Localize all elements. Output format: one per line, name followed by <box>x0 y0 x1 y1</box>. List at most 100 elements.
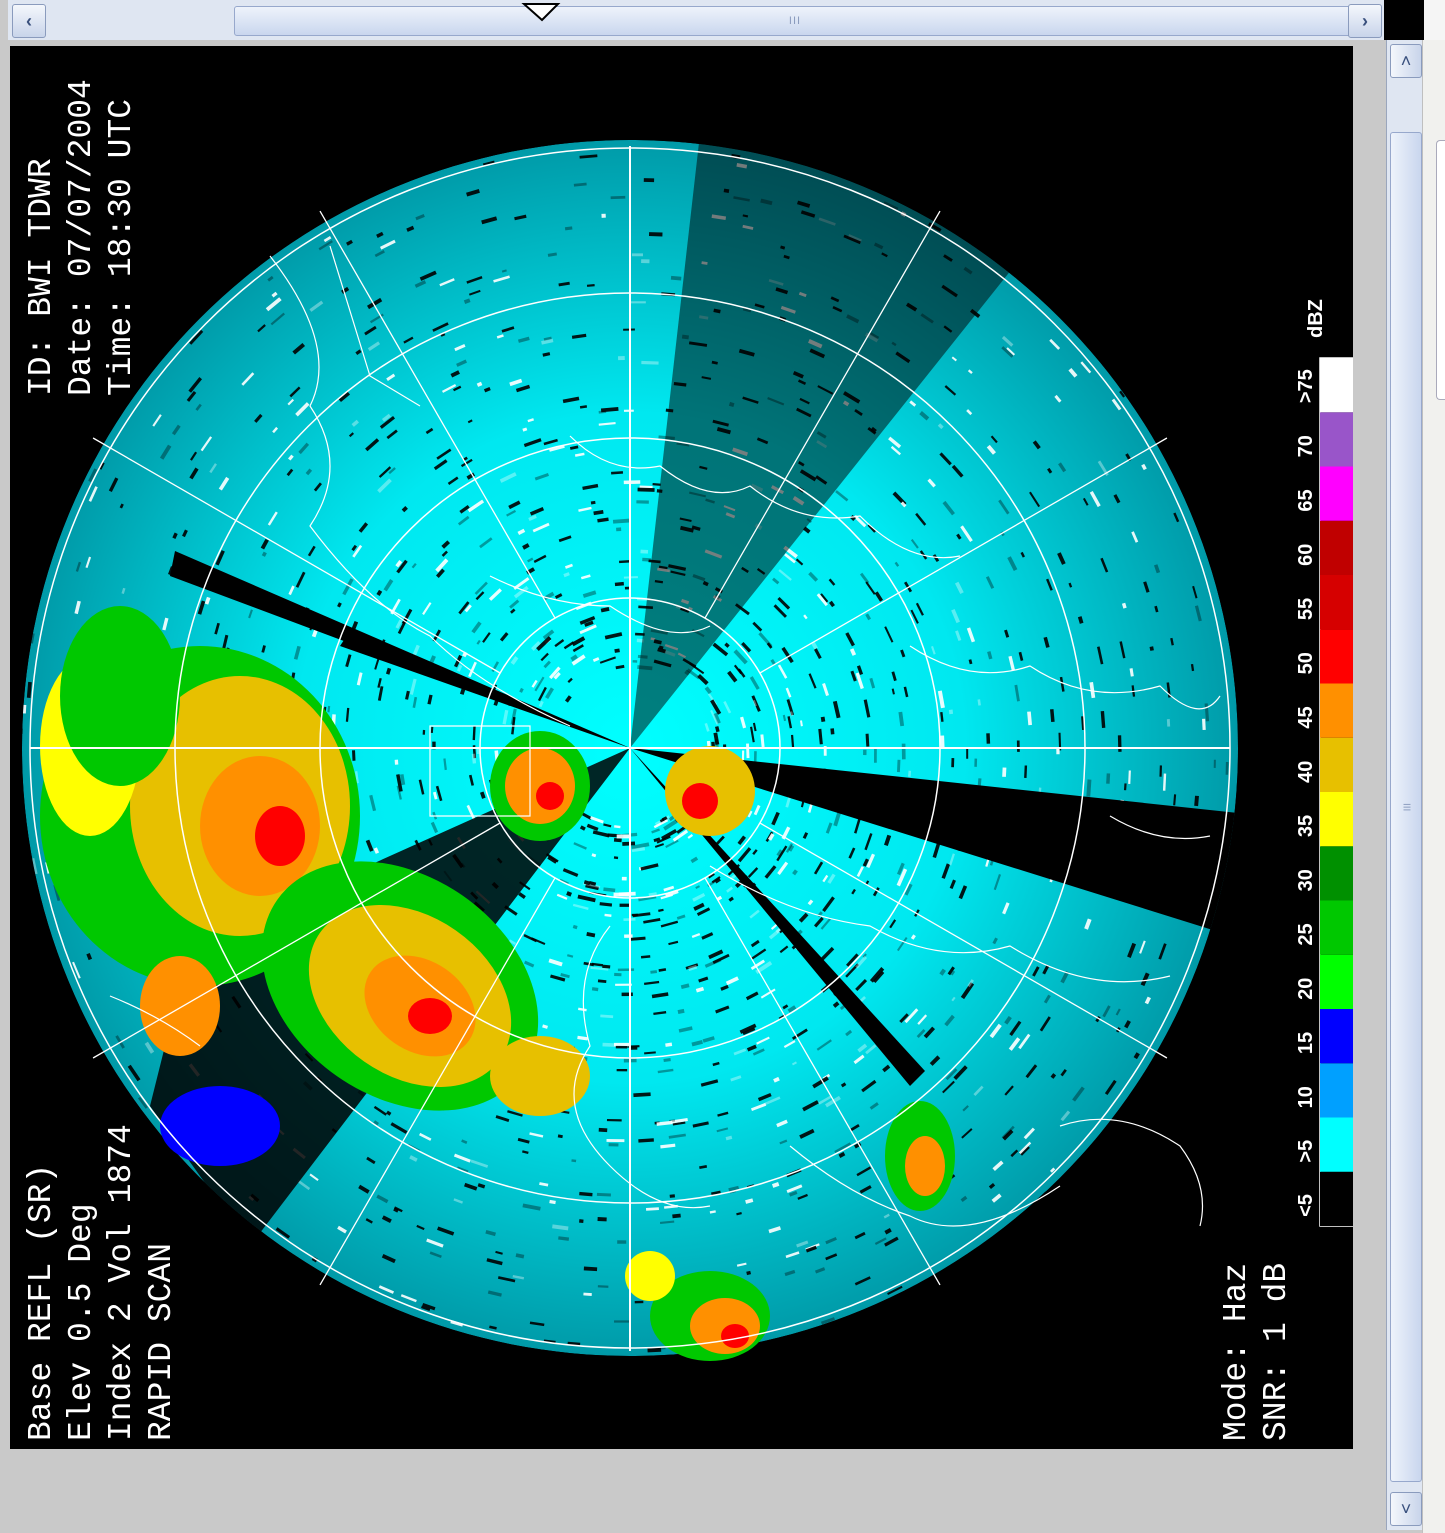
clutter-dot <box>665 839 679 849</box>
clutter-dot <box>668 1133 686 1139</box>
clutter-dot <box>443 758 447 771</box>
clutter-dot <box>592 830 610 838</box>
clutter-dot <box>787 716 793 729</box>
clutter-dot <box>596 1192 611 1197</box>
horizontal-scroll-thumb[interactable]: III <box>234 6 1356 36</box>
scroll-up-button[interactable]: ˄ <box>1390 44 1422 78</box>
clutter-dot <box>483 387 491 393</box>
clutter-dot <box>558 535 572 543</box>
clutter-dot <box>991 1193 1002 1203</box>
clutter-dot <box>932 842 941 859</box>
clutter-dot <box>573 182 587 187</box>
clutter-dot <box>647 1347 662 1353</box>
mouse-cursor-icon <box>521 3 561 22</box>
clutter-dot <box>144 1041 155 1054</box>
clutter-dot <box>853 514 867 528</box>
clutter-dot <box>700 1079 719 1087</box>
clutter-dot <box>745 991 759 1001</box>
clutter-dot <box>345 654 352 668</box>
clutter-dot <box>629 936 646 941</box>
clutter-dot <box>487 1290 502 1297</box>
clutter-dot <box>515 1253 525 1259</box>
clutter-dot <box>1019 1145 1030 1156</box>
legend-label: >75 <box>1295 369 1317 403</box>
clutter-dot <box>482 632 491 643</box>
clutter-dot <box>739 1023 757 1034</box>
clutter-dot <box>376 589 383 596</box>
clutter-dot <box>747 810 753 818</box>
clutter-dot <box>566 891 572 897</box>
clutter-dot <box>416 1224 425 1231</box>
clutter-dot <box>896 868 908 887</box>
clutter-dot <box>848 847 856 859</box>
clutter-dot <box>529 1321 545 1327</box>
clutter-dot <box>441 383 457 393</box>
clutter-dot <box>1139 940 1146 954</box>
clutter-dot <box>485 1229 496 1237</box>
clutter-dot <box>782 1004 789 1010</box>
clutter-dot <box>776 1119 788 1128</box>
mode-text: Mode: Haz <box>1218 1263 1255 1441</box>
scroll-down-button[interactable]: ˅ <box>1390 1492 1422 1526</box>
clutter-dot <box>960 1195 968 1203</box>
clutter-dot <box>966 627 976 643</box>
clutter-dot <box>458 601 470 615</box>
azimuth-line <box>319 877 556 1286</box>
clutter-dot <box>915 512 927 526</box>
clutter-dot <box>838 1151 846 1158</box>
clutter-dot <box>432 629 442 642</box>
clutter-dot <box>327 705 331 713</box>
clutter-dot <box>849 1123 860 1132</box>
vertical-scroll-thumb[interactable]: III <box>1390 132 1422 1482</box>
clutter-dot <box>656 835 671 844</box>
window-edge <box>1424 0 1445 40</box>
clutter-dot <box>566 954 574 958</box>
horizontal-scrollbar[interactable]: ‹ III › <box>8 0 1384 41</box>
vertical-scrollbar[interactable]: ˄ III ˅ <box>1386 40 1423 1530</box>
clutter-dot <box>904 883 913 896</box>
clutter-dot <box>600 1014 614 1019</box>
clutter-dot <box>658 908 664 912</box>
clutter-dot <box>1170 637 1174 646</box>
clutter-dot <box>676 914 686 920</box>
clutter-dot <box>365 839 374 852</box>
clutter-dot <box>534 676 545 692</box>
clutter-dot <box>463 298 471 304</box>
clutter-dot <box>708 949 724 960</box>
clutter-dot <box>597 979 607 984</box>
clutter-dot <box>849 648 857 656</box>
clutter-dot <box>986 733 991 744</box>
clutter-dot <box>777 596 791 610</box>
clutter-dot <box>466 189 480 197</box>
clutter-dot <box>701 932 714 940</box>
clutter-dot <box>783 1040 796 1048</box>
clutter-dot <box>805 1245 817 1253</box>
clutter-dot <box>493 275 510 283</box>
clutter-dot <box>377 677 382 688</box>
clutter-dot <box>802 832 809 839</box>
clutter-dot <box>456 664 463 672</box>
clutter-dot <box>611 471 624 475</box>
clutter-dot <box>567 677 573 683</box>
clutter-dot <box>481 216 498 225</box>
scroll-right-button[interactable]: › <box>1348 4 1382 38</box>
clutter-dot <box>394 1206 403 1213</box>
clutter-dot <box>659 1220 675 1224</box>
clutter-dot <box>569 445 579 450</box>
clutter-dot <box>773 604 787 618</box>
clutter-dot <box>818 728 823 745</box>
clutter-dot <box>1124 1020 1131 1029</box>
clutter-dot <box>1115 1008 1121 1016</box>
clutter-dot <box>777 664 788 679</box>
clutter-dot <box>386 1110 392 1116</box>
clutter-dot <box>579 1219 584 1223</box>
scroll-left-button[interactable]: ‹ <box>12 4 46 38</box>
clutter-dot <box>1192 585 1198 599</box>
clutter-dot <box>552 1224 569 1231</box>
clutter-dot <box>704 686 712 695</box>
clutter-dot <box>471 753 477 764</box>
clutter-dot <box>882 1064 891 1073</box>
clutter-dot <box>741 641 752 653</box>
clutter-dot <box>468 774 475 786</box>
clutter-dot <box>945 1068 958 1081</box>
